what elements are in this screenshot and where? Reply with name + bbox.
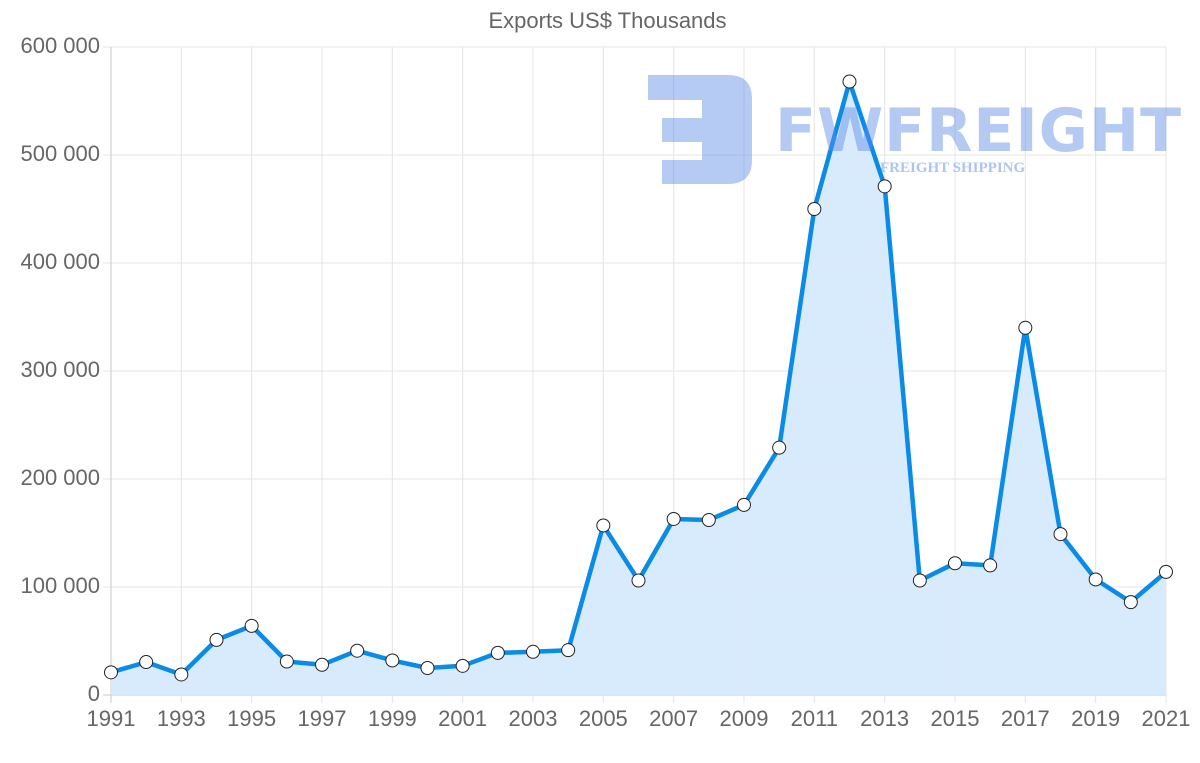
data-point[interactable] <box>1018 320 1033 335</box>
x-tick-label: 1995 <box>227 706 277 731</box>
data-point[interactable] <box>1159 564 1173 579</box>
y-tick-label: 200 000 <box>20 465 100 490</box>
data-point[interactable] <box>139 655 154 670</box>
x-tick-label: 1993 <box>156 706 206 731</box>
x-tick-label: 2003 <box>508 706 558 731</box>
data-point[interactable] <box>279 654 294 669</box>
data-point[interactable] <box>666 511 681 526</box>
data-point[interactable] <box>807 202 822 216</box>
data-point[interactable] <box>104 665 118 680</box>
x-tick-label: 2011 <box>790 706 838 731</box>
data-point[interactable] <box>1123 595 1138 610</box>
fwfreight-logo-icon <box>648 75 752 184</box>
x-tick-label: 1991 <box>86 706 136 731</box>
x-tick-label: 2009 <box>719 706 769 731</box>
x-tick-label: 2005 <box>578 706 628 731</box>
y-tick-label: 0 <box>87 681 100 706</box>
watermark-tagline: FREIGHT SHIPPING <box>880 160 1026 176</box>
data-point[interactable] <box>526 644 540 659</box>
data-point[interactable] <box>315 657 329 672</box>
data-point[interactable] <box>596 518 611 533</box>
data-point[interactable] <box>385 653 400 668</box>
data-point[interactable] <box>842 74 857 89</box>
data-point[interactable] <box>455 658 470 673</box>
data-point[interactable] <box>174 667 189 682</box>
x-tick-label: 2001 <box>438 706 488 731</box>
data-point[interactable] <box>1088 572 1103 587</box>
y-tick-label: 300 000 <box>20 357 100 382</box>
data-point[interactable] <box>772 440 787 455</box>
data-point[interactable] <box>561 643 576 658</box>
x-tick-label: 2013 <box>860 706 910 731</box>
data-point[interactable] <box>948 556 962 571</box>
x-tick-label: 2021 <box>1141 706 1191 731</box>
data-point[interactable] <box>350 643 365 658</box>
x-tick-label: 2019 <box>1071 706 1121 731</box>
x-tick-label: 1997 <box>297 706 347 731</box>
data-point[interactable] <box>631 573 646 588</box>
data-point[interactable] <box>490 645 505 660</box>
y-tick-label: 100 000 <box>20 573 100 598</box>
data-point[interactable] <box>701 513 716 528</box>
x-tick-label: 2017 <box>1000 706 1050 731</box>
chart-title: Exports US$ Thousands <box>488 8 727 33</box>
data-point[interactable] <box>209 632 224 647</box>
data-point[interactable] <box>912 573 927 588</box>
watermark-brand: FWFREIGHT <box>775 96 1183 166</box>
y-tick-label: 400 000 <box>20 249 100 274</box>
x-tick-label: 2015 <box>930 706 980 731</box>
x-tick-label: 2007 <box>649 706 699 731</box>
data-point[interactable] <box>983 558 998 573</box>
x-tick-label: 1999 <box>367 706 417 731</box>
data-point[interactable] <box>244 618 259 633</box>
data-point[interactable] <box>1053 527 1068 542</box>
data-points <box>104 74 1173 682</box>
y-tick-label: 600 000 <box>20 33 100 58</box>
data-point[interactable] <box>420 661 435 675</box>
data-point[interactable] <box>737 497 751 512</box>
data-point[interactable] <box>877 179 892 194</box>
area-fill <box>111 81 1166 696</box>
y-tick-label: 500 000 <box>20 141 100 166</box>
